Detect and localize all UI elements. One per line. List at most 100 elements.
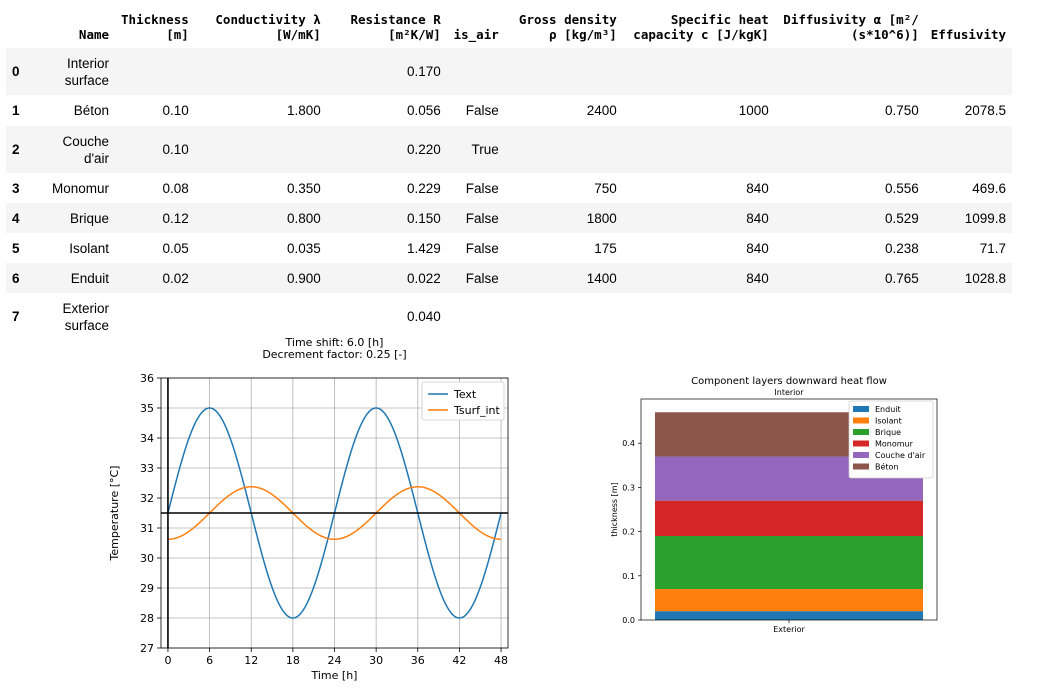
- table-cell: 840: [746, 180, 769, 196]
- table-cell: 0.05: [162, 240, 189, 256]
- x-tick-label: 12: [244, 654, 258, 667]
- row-index: 0: [12, 64, 20, 79]
- column-header: is_air: [453, 27, 499, 42]
- layers-dataframe: Name Thickness [m] Conductivity λ [W/mK] Re…: [6, 2, 1013, 340]
- table-body: 0 Interior surface 0.170 1 Béton 0.10 1.800 0.0…: [6, 48, 1013, 340]
- bar-segment-enduit: [655, 611, 923, 620]
- column-header: Resistance R [m²K/W]: [350, 12, 441, 42]
- table-cell: [505, 48, 623, 95]
- table-cell: 0.022: [406, 270, 441, 286]
- table-cell: Couche d'air: [62, 133, 110, 166]
- y-axis-label: thickness [m]: [610, 482, 619, 536]
- y-tick-label: 0.0: [622, 616, 635, 625]
- x-tick-label: 0: [164, 654, 171, 667]
- table-cell: 1000: [738, 103, 769, 118]
- table-cell: True: [471, 142, 499, 157]
- table-row: 5 Isolant 0.05 0.035 1.429 False 175 840 0.238 71…: [6, 233, 1012, 263]
- table-cell: 750: [594, 180, 617, 196]
- chart-title-line: Time shift: 6.0 [h]: [285, 336, 384, 349]
- legend-swatch: [853, 429, 869, 435]
- table-cell: 0.350: [286, 180, 321, 196]
- table-cell: [115, 48, 195, 95]
- x-tick-label: 24: [328, 654, 342, 667]
- table-cell: False: [465, 180, 499, 196]
- column-header: Name: [78, 27, 110, 42]
- table-header-row: Name Thickness [m] Conductivity λ [W/mK] Re…: [6, 2, 1012, 48]
- table-cell: False: [465, 103, 499, 118]
- legend-label: Monomur: [875, 440, 914, 449]
- table-cell: 71.7: [979, 240, 1007, 256]
- legend-label: Béton: [875, 462, 899, 472]
- table-cell: [925, 48, 1012, 95]
- table-cell: [623, 293, 775, 340]
- bar-segment-monomur: [655, 500, 923, 537]
- chart-title: Component layers downward heat flow: [691, 376, 887, 387]
- table-cell: [195, 126, 327, 173]
- column-header: Specific heat capacity c [J/kgK]: [633, 12, 769, 42]
- table-cell: [447, 293, 505, 340]
- table-row: 6 Enduit 0.02 0.900 0.022 False 1400 840 0.765 10…: [6, 263, 1013, 293]
- table-cell: [775, 293, 925, 340]
- table-cell: [775, 126, 925, 173]
- table-row: 2 Couche d'air 0.10 0.220 True: [6, 126, 1013, 173]
- table-cell: Monomur: [52, 180, 110, 196]
- row-index: 4: [12, 210, 20, 226]
- y-tick-label: 29: [140, 582, 154, 595]
- table-cell: 0.529: [884, 210, 919, 226]
- table-cell: [505, 293, 623, 340]
- row-index: 5: [12, 240, 20, 256]
- table-cell: False: [465, 270, 499, 286]
- table-cell: 0.229: [406, 180, 441, 196]
- x-tick-label: 6: [206, 654, 213, 667]
- table-cell: 2078.5: [964, 103, 1007, 118]
- x-tick-label: 48: [494, 654, 508, 667]
- x-tick-label: 36: [411, 654, 425, 667]
- table-row: 4 Brique 0.12 0.800 0.150 False 1800 840 0.529 10…: [6, 203, 1013, 233]
- y-tick-label: 0.2: [622, 528, 635, 537]
- component-layers-bar-chart: 0.0 0.1 0.2 0.3 0.4 Component layers downward…: [610, 376, 938, 634]
- table-cell: 1099.8: [964, 210, 1007, 226]
- table-cell: 840: [746, 210, 769, 226]
- legend-swatch: [853, 417, 869, 424]
- table-row: 1 Béton 0.10 1.800 0.056 False 2400 1000 0.750 20…: [6, 95, 1012, 126]
- table-cell: 0.900: [286, 270, 321, 286]
- table-row: 7 Exterior surface 0.040: [6, 293, 1012, 340]
- table-cell: 1028.8: [964, 270, 1007, 286]
- column-header: Diffusivity α [m²/ (s*10^6)]: [783, 12, 919, 42]
- table-cell: Brique: [70, 210, 110, 226]
- table-cell: 0.08: [162, 180, 189, 196]
- y-tick-label: 27: [140, 642, 154, 655]
- table-cell: 0.12: [162, 210, 189, 226]
- y-tick-label: 0.4: [622, 439, 635, 448]
- table-cell: 0.750: [884, 103, 919, 118]
- table-cell: 469.6: [972, 180, 1007, 196]
- table-cell: [195, 48, 327, 95]
- column-header: [6, 2, 46, 48]
- table-cell: [775, 48, 925, 95]
- legend-label: Isolant: [875, 417, 902, 426]
- table-cell: False: [465, 210, 499, 226]
- legend-label: Enduit: [875, 405, 901, 414]
- table-cell: [925, 293, 1012, 340]
- table-cell: Isolant: [69, 240, 110, 256]
- y-tick-label: 32: [140, 492, 154, 505]
- table-cell: 0.02: [162, 270, 189, 286]
- table-cell: Enduit: [70, 270, 110, 286]
- table-cell: False: [465, 240, 499, 256]
- legend-swatch: [853, 440, 869, 447]
- top-label: Interior: [774, 388, 804, 397]
- table-cell: 0.035: [286, 240, 321, 256]
- table-cell: [623, 126, 775, 173]
- table-cell: [505, 126, 623, 173]
- row-index: 7: [12, 309, 20, 324]
- table-cell: Béton: [73, 103, 110, 118]
- column-header: Thickness [m]: [121, 12, 189, 42]
- table-cell: 175: [594, 240, 617, 256]
- table-cell: 0.056: [406, 103, 441, 118]
- table-cell: Exterior surface: [62, 300, 110, 333]
- column-header: Effusivity: [930, 27, 1007, 42]
- y-tick-label: 0.3: [622, 483, 635, 492]
- table-cell: 0.765: [884, 270, 919, 286]
- y-axis-label: Temperature [°C]: [108, 466, 121, 562]
- table-cell: 1.429: [406, 240, 441, 256]
